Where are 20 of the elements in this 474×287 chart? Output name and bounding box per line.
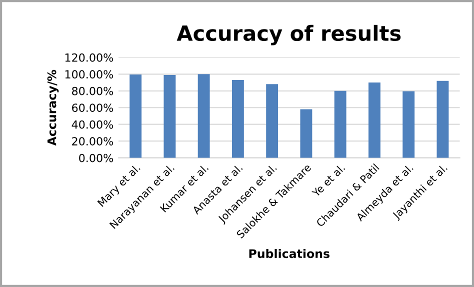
chart-title: Accuracy of results [176,24,401,46]
bar [198,74,210,158]
bar [300,109,312,158]
y-tick-label: 0.00% [79,154,114,162]
y-axis-title: Accuracy/% [47,70,59,146]
bar [164,74,176,158]
y-tick-label: 120.00% [65,53,114,62]
bar [130,74,142,158]
bar [334,90,346,158]
bar [266,84,278,158]
y-tick-label: 40.00% [72,120,114,129]
y-tick-label: 60.00% [72,104,114,112]
bar [436,80,449,158]
y-tick-label: 80.00% [72,86,114,96]
y-tick-label: 100.00% [65,70,114,79]
x-axis-title: Publications [249,248,330,258]
bar [368,82,380,158]
bar [402,91,415,158]
bar [232,80,244,158]
y-tick-label: 20.00% [72,137,114,146]
